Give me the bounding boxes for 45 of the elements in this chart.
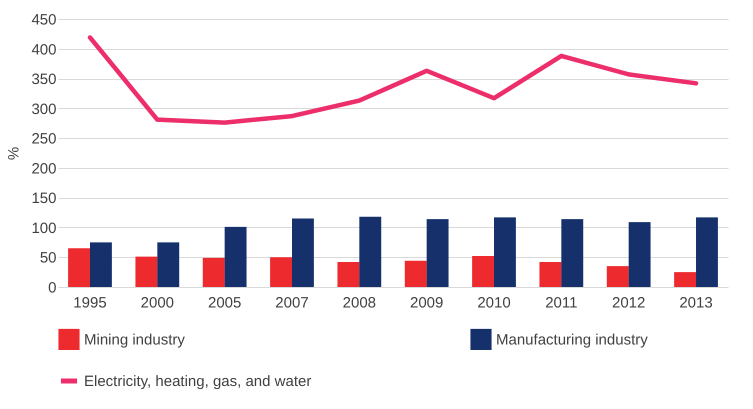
y-tick-label: 50 [40,250,56,267]
bar [426,219,449,287]
bar [157,242,180,287]
bar [224,226,247,287]
bar [135,256,158,287]
x-tick-label: 1995 [73,294,107,312]
legend-label: Electricity, heating, gas, and water [84,373,312,390]
y-tick-label: 250 [31,130,56,148]
x-tick-label: 2010 [477,294,511,312]
y-tick-label: 0 [48,280,56,296]
x-tick-label: 2008 [342,294,376,312]
x-tick-label: 2007 [275,294,309,312]
bar [494,217,516,287]
bar [90,242,112,287]
x-tick-label: 2005 [208,294,242,312]
line-series [88,35,698,125]
bar [539,262,562,287]
bar [606,266,629,287]
bar [696,217,718,287]
x-tick-label: 2009 [410,294,444,312]
x-tick-label: 2000 [140,294,174,312]
bar [292,218,314,287]
y-tick-label: 350 [31,71,56,88]
y-tick-label: 200 [31,160,56,178]
bar [202,258,225,287]
x-tick-label: 2011 [545,294,578,312]
x-tick-label: 2012 [612,294,646,312]
legend-label: Mining industry [84,331,186,348]
y-tick-label: 400 [31,41,56,58]
bar [674,272,696,287]
legend-label: Manufacturing industry [496,331,648,348]
y-tick-label: 300 [31,100,56,118]
bar [68,248,90,287]
bar [359,216,382,287]
bar [628,222,651,287]
y-tick-label: 150 [31,190,56,208]
y-axis-title: % [5,146,22,160]
y-tick-label: 450 [31,12,56,28]
bar [561,219,584,287]
x-tick-label: 2013 [679,294,713,312]
bar [472,256,494,287]
bar [270,257,292,287]
bar [337,262,360,287]
y-tick-label: 100 [31,220,56,237]
bar [404,260,427,287]
